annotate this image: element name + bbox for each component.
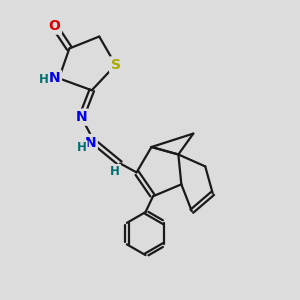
Text: N: N xyxy=(49,71,60,85)
Text: H: H xyxy=(76,141,86,154)
Text: H: H xyxy=(38,73,48,86)
Text: S: S xyxy=(111,58,121,72)
Text: N: N xyxy=(85,136,96,149)
Text: O: O xyxy=(49,19,60,33)
Text: H: H xyxy=(110,165,120,178)
Text: N: N xyxy=(76,110,87,124)
